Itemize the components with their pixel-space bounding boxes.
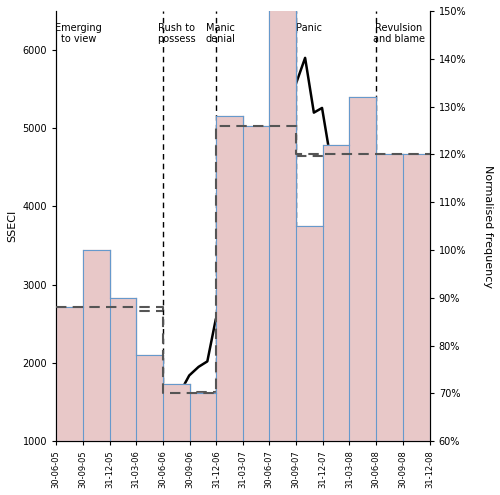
Y-axis label: Normalised frequency: Normalised frequency [483,164,493,288]
Text: Panic: Panic [296,23,322,33]
Text: Revulsion
and blame: Revulsion and blame [372,23,424,44]
Text: Manic
denial: Manic denial [206,23,236,44]
Text: Rush to
possess: Rush to possess [157,23,196,44]
Y-axis label: SSECI: SSECI [7,210,17,242]
Text: Emerging
to view: Emerging to view [56,23,102,44]
